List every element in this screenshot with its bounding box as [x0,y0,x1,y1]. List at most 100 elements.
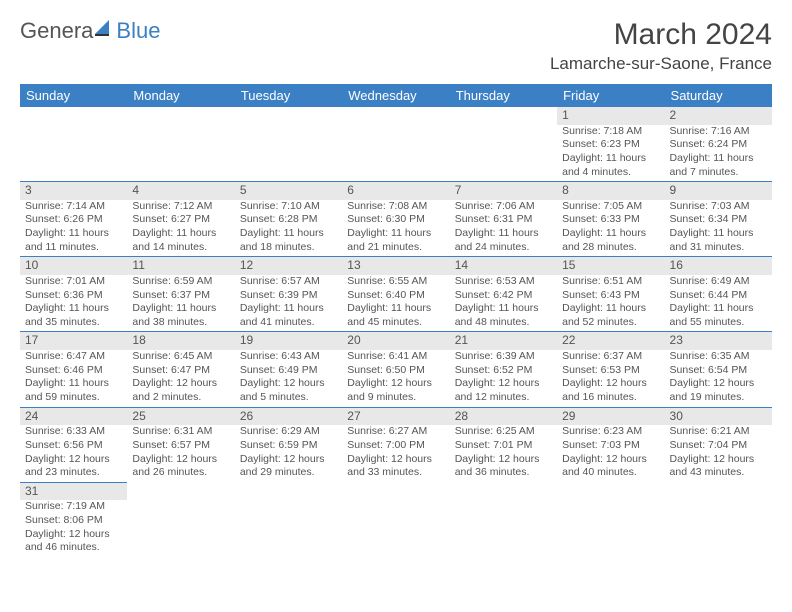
daylight-text-2: and 36 minutes. [455,466,552,480]
daylight-text-2: and 18 minutes. [240,241,337,255]
sunset-text: Sunset: 6:24 PM [670,138,767,152]
daylight-text-2: and 26 minutes. [132,466,229,480]
sunset-text: Sunset: 6:46 PM [25,364,122,378]
day-number: 3 [20,181,127,200]
sunset-text: Sunset: 7:04 PM [670,439,767,453]
sunrise-text: Sunrise: 7:12 AM [132,200,229,214]
day-body: Sunrise: 6:33 AMSunset: 6:56 PMDaylight:… [20,425,127,482]
daylight-text-2: and 19 minutes. [670,391,767,405]
daylight-text-2: and 23 minutes. [25,466,122,480]
calendar-day: 12Sunrise: 6:57 AMSunset: 6:39 PMDayligh… [235,256,342,331]
daylight-text-1: Daylight: 12 hours [25,528,122,542]
sunset-text: Sunset: 6:39 PM [240,289,337,303]
sunrise-text: Sunrise: 6:51 AM [562,275,659,289]
daylight-text-2: and 21 minutes. [347,241,444,255]
calendar-day: 7Sunrise: 7:06 AMSunset: 6:31 PMDaylight… [450,181,557,256]
day-number: 5 [235,181,342,200]
sunset-text: Sunset: 6:26 PM [25,213,122,227]
daylight-text-2: and 16 minutes. [562,391,659,405]
daylight-text-1: Daylight: 11 hours [670,152,767,166]
sunrise-text: Sunrise: 7:19 AM [25,500,122,514]
daylight-text-1: Daylight: 12 hours [132,377,229,391]
day-body: Sunrise: 7:19 AMSunset: 8:06 PMDaylight:… [20,500,127,557]
daylight-text-1: Daylight: 11 hours [562,227,659,241]
daylight-text-2: and 48 minutes. [455,316,552,330]
logo-text-a: Genera [20,18,93,44]
sunset-text: Sunset: 6:27 PM [132,213,229,227]
day-body: Sunrise: 6:49 AMSunset: 6:44 PMDaylight:… [665,275,772,332]
sunrise-text: Sunrise: 6:37 AM [562,350,659,364]
sunset-text: Sunset: 6:56 PM [25,439,122,453]
daylight-text-1: Daylight: 12 hours [562,453,659,467]
calendar-day: 18Sunrise: 6:45 AMSunset: 6:47 PMDayligh… [127,331,234,406]
calendar-day: 2Sunrise: 7:16 AMSunset: 6:24 PMDaylight… [665,107,772,181]
sunrise-text: Sunrise: 6:29 AM [240,425,337,439]
calendar-day: 21Sunrise: 6:39 AMSunset: 6:52 PMDayligh… [450,331,557,406]
sunset-text: Sunset: 6:28 PM [240,213,337,227]
sunrise-text: Sunrise: 7:08 AM [347,200,444,214]
calendar-day: 9Sunrise: 7:03 AMSunset: 6:34 PMDaylight… [665,181,772,256]
day-number: 7 [450,181,557,200]
calendar-day-empty [342,107,449,181]
daylight-text-1: Daylight: 12 hours [562,377,659,391]
calendar-day: 13Sunrise: 6:55 AMSunset: 6:40 PMDayligh… [342,256,449,331]
daylight-text-2: and 28 minutes. [562,241,659,255]
daylight-text-1: Daylight: 12 hours [347,377,444,391]
calendar-day-empty [450,482,557,557]
daylight-text-2: and 7 minutes. [670,166,767,180]
sunrise-text: Sunrise: 6:41 AM [347,350,444,364]
calendar-day: 31Sunrise: 7:19 AMSunset: 8:06 PMDayligh… [20,482,127,557]
weekday-row: SundayMondayTuesdayWednesdayThursdayFrid… [20,84,772,107]
calendar-day: 30Sunrise: 6:21 AMSunset: 7:04 PMDayligh… [665,407,772,482]
day-body: Sunrise: 6:35 AMSunset: 6:54 PMDaylight:… [665,350,772,407]
day-body: Sunrise: 7:01 AMSunset: 6:36 PMDaylight:… [20,275,127,332]
day-body: Sunrise: 6:57 AMSunset: 6:39 PMDaylight:… [235,275,342,332]
logo-text-b: Blue [116,18,160,44]
daylight-text-1: Daylight: 11 hours [25,302,122,316]
day-body: Sunrise: 6:23 AMSunset: 7:03 PMDaylight:… [557,425,664,482]
weekday-header: Tuesday [235,84,342,107]
daylight-text-2: and 45 minutes. [347,316,444,330]
calendar-day-empty [450,107,557,181]
calendar-day: 22Sunrise: 6:37 AMSunset: 6:53 PMDayligh… [557,331,664,406]
day-number: 10 [20,256,127,275]
sunset-text: Sunset: 6:34 PM [670,213,767,227]
day-body: Sunrise: 6:31 AMSunset: 6:57 PMDaylight:… [127,425,234,482]
day-body: Sunrise: 7:10 AMSunset: 6:28 PMDaylight:… [235,200,342,257]
calendar-day: 19Sunrise: 6:43 AMSunset: 6:49 PMDayligh… [235,331,342,406]
calendar-day: 28Sunrise: 6:25 AMSunset: 7:01 PMDayligh… [450,407,557,482]
weekday-header: Friday [557,84,664,107]
sunset-text: Sunset: 6:59 PM [240,439,337,453]
daylight-text-2: and 43 minutes. [670,466,767,480]
calendar-day-empty [342,482,449,557]
day-number: 14 [450,256,557,275]
calendar-day-empty [557,482,664,557]
daylight-text-1: Daylight: 11 hours [562,302,659,316]
sunset-text: Sunset: 7:00 PM [347,439,444,453]
calendar-day: 4Sunrise: 7:12 AMSunset: 6:27 PMDaylight… [127,181,234,256]
day-number: 11 [127,256,234,275]
sunset-text: Sunset: 7:03 PM [562,439,659,453]
calendar-week: 24Sunrise: 6:33 AMSunset: 6:56 PMDayligh… [20,407,772,482]
daylight-text-2: and 46 minutes. [25,541,122,555]
calendar-day: 11Sunrise: 6:59 AMSunset: 6:37 PMDayligh… [127,256,234,331]
daylight-text-1: Daylight: 11 hours [132,227,229,241]
calendar-day: 29Sunrise: 6:23 AMSunset: 7:03 PMDayligh… [557,407,664,482]
calendar-day: 10Sunrise: 7:01 AMSunset: 6:36 PMDayligh… [20,256,127,331]
daylight-text-2: and 14 minutes. [132,241,229,255]
daylight-text-1: Daylight: 12 hours [455,377,552,391]
sunrise-text: Sunrise: 6:27 AM [347,425,444,439]
logo: Genera Blue [20,18,160,44]
calendar-day: 25Sunrise: 6:31 AMSunset: 6:57 PMDayligh… [127,407,234,482]
day-number: 13 [342,256,449,275]
sunset-text: Sunset: 6:54 PM [670,364,767,378]
sunrise-text: Sunrise: 6:35 AM [670,350,767,364]
daylight-text-2: and 41 minutes. [240,316,337,330]
calendar-day: 26Sunrise: 6:29 AMSunset: 6:59 PMDayligh… [235,407,342,482]
day-body: Sunrise: 6:55 AMSunset: 6:40 PMDaylight:… [342,275,449,332]
day-body: Sunrise: 7:14 AMSunset: 6:26 PMDaylight:… [20,200,127,257]
calendar-day: 20Sunrise: 6:41 AMSunset: 6:50 PMDayligh… [342,331,449,406]
sunset-text: Sunset: 6:36 PM [25,289,122,303]
sunset-text: Sunset: 6:50 PM [347,364,444,378]
daylight-text-1: Daylight: 11 hours [347,302,444,316]
